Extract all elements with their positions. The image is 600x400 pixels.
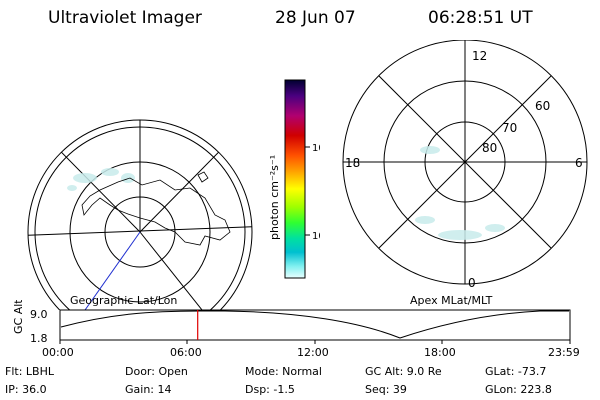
altitude-ymin: 1.8: [30, 332, 48, 345]
seq-info: Seq: 39: [365, 383, 407, 396]
coastline: [81, 177, 231, 246]
time-tick-1800: 18:00: [424, 346, 456, 359]
satellite-track: [77, 231, 141, 310]
coastline: [239, 156, 249, 167]
right-panel-caption: Apex MLat/MLT: [410, 294, 493, 307]
meridian-line: [139, 231, 211, 310]
dsp-info: Dsp: -1.5: [245, 383, 295, 396]
left-panel-caption: Geographic Lat/Lon: [70, 294, 178, 307]
mlt-label-0: 0: [468, 276, 476, 290]
geographic-map: [27, 119, 253, 310]
lat-label-80: 80: [482, 141, 497, 155]
colorbar-tick-10: 10: [312, 231, 320, 242]
altitude-plot-frame: [59, 309, 571, 341]
instrument-title: Ultraviolet Imager: [48, 8, 202, 28]
colorbar: 100 10 photon cm⁻²s⁻¹: [268, 79, 320, 279]
door-info: Door: Open: [125, 365, 188, 378]
time-tick-0600: 06:00: [170, 346, 202, 359]
colorbar-tick-100: 100: [312, 143, 320, 154]
filter-info: Flt: LBHL: [5, 365, 54, 378]
colorbar-gradient: [284, 79, 306, 279]
mlt-label-12: 12: [472, 49, 487, 63]
coastline: [29, 120, 47, 156]
altitude-curve: [60, 310, 569, 339]
time-tick-0000: 00:00: [42, 346, 74, 359]
map-border: [27, 119, 253, 310]
meridian-line: [28, 225, 252, 237]
time-tick-1200: 12:00: [297, 346, 329, 359]
gcalt-info: GC Alt: 9.0 Re: [365, 365, 442, 378]
glon-info: GLon: 223.8: [485, 383, 552, 396]
lat-label-70: 70: [502, 121, 517, 135]
mlt-label-6: 6: [575, 156, 583, 170]
colorbar-unit: photon cm⁻²s⁻¹: [268, 155, 281, 240]
glat-info: GLat: -73.7: [485, 365, 547, 378]
mlt-label-18: 18: [345, 156, 360, 170]
time-tick-2359: 23:59: [548, 346, 580, 359]
altitude-ylabel: GC Alt: [12, 300, 25, 334]
magnetic-plot: 12 18 6 0 60 70 80: [342, 40, 588, 290]
coastline: [197, 171, 209, 183]
mlt-line: [378, 75, 552, 249]
time-label: 06:28:51 UT: [428, 8, 533, 28]
mode-info: Mode: Normal: [245, 365, 322, 378]
lat-label-60: 60: [535, 99, 550, 113]
date-label: 28 Jun 07: [275, 8, 356, 28]
ip-info: IP: 36.0: [5, 383, 47, 396]
altitude-ymax: 9.0: [30, 308, 48, 321]
altitude-plot: GC Alt 9.0 1.8: [12, 300, 571, 345]
gain-info: Gain: 14: [125, 383, 172, 396]
